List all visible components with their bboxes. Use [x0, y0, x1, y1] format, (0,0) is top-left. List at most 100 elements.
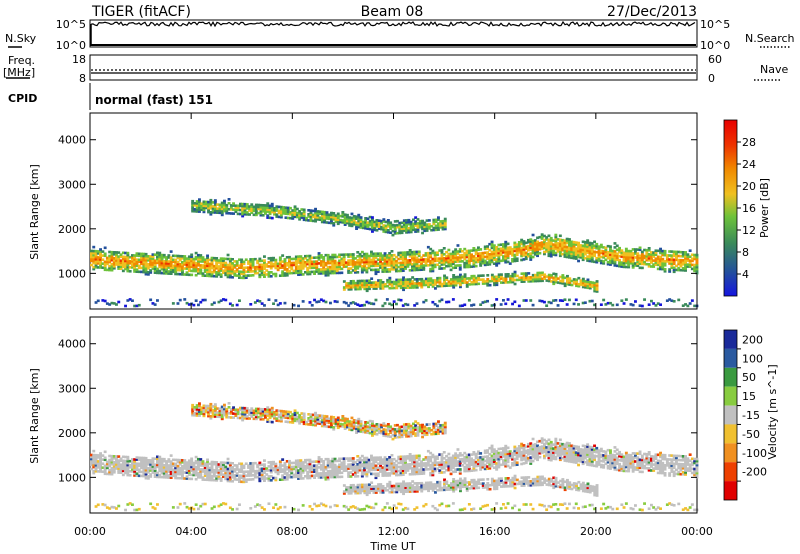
velocity-cell	[504, 450, 508, 454]
power-cell	[425, 225, 429, 228]
velocity-cell	[449, 462, 453, 466]
power-cell	[609, 261, 612, 264]
velocity-cell	[133, 472, 137, 475]
power-cell	[365, 256, 369, 260]
power-cell	[352, 217, 356, 220]
power-cell	[577, 259, 580, 263]
velocity-cell	[140, 474, 143, 478]
power-cell	[679, 258, 683, 262]
power-cb-tick-label: 12	[742, 224, 756, 237]
velocity-cell	[543, 438, 546, 442]
power-cell	[695, 255, 699, 259]
power-cell	[497, 275, 501, 278]
velocity-cell	[256, 463, 260, 467]
power-cell	[511, 280, 515, 284]
velocity-cell	[477, 462, 480, 466]
power-cell	[629, 262, 633, 265]
power-cell	[672, 258, 676, 262]
power-cell	[210, 270, 214, 274]
velocity-cell	[99, 468, 102, 471]
velocity-cell	[199, 476, 203, 479]
power-cell	[490, 254, 494, 258]
velocity-cell	[153, 457, 157, 460]
power-cell	[372, 254, 376, 258]
velocity-cell	[92, 449, 96, 453]
power-cell	[351, 263, 355, 266]
power-cell	[199, 264, 203, 267]
power-cell	[331, 253, 335, 257]
velocity-cell	[206, 466, 209, 470]
power-cell	[440, 261, 444, 264]
velocity-cell	[308, 468, 312, 472]
freq-tick-top: 18	[72, 53, 86, 66]
power-cell	[401, 257, 405, 260]
velocity-cell	[490, 456, 494, 460]
velocity-cell	[540, 445, 544, 448]
power-cell	[695, 263, 699, 267]
power-cell	[115, 263, 118, 266]
velocity-cell	[433, 459, 437, 463]
power-cell	[640, 266, 644, 270]
power-cell	[272, 262, 275, 266]
velocity-cell	[404, 459, 407, 462]
power-cell	[613, 254, 617, 257]
power-cell	[190, 265, 194, 269]
velocity-cell	[372, 458, 376, 462]
power-cell	[260, 273, 264, 277]
power-cell	[686, 259, 690, 262]
velocity-cell	[438, 463, 442, 466]
power-cell	[568, 250, 571, 253]
power-cell	[593, 283, 597, 287]
power-cell	[418, 284, 421, 287]
power-cell	[174, 268, 178, 272]
power-cell	[241, 212, 245, 216]
power-cell	[240, 258, 244, 262]
velocity-cell	[185, 477, 189, 480]
power-cell	[326, 265, 330, 269]
power-cell	[210, 258, 214, 262]
power-cell	[504, 258, 508, 262]
power-cell	[313, 260, 316, 263]
power-cell	[434, 220, 438, 224]
velocity-cell	[545, 442, 549, 445]
velocity-cell	[158, 457, 162, 461]
power-cell	[223, 205, 226, 209]
power-cell	[490, 258, 494, 262]
power-cell	[408, 278, 412, 281]
velocity-cell	[374, 474, 378, 478]
power-cell	[187, 267, 191, 270]
velocity-cell	[426, 449, 430, 453]
power-cell	[259, 211, 263, 215]
power-cell	[231, 304, 234, 307]
power-cell	[169, 264, 173, 267]
velocity-cell	[399, 459, 403, 463]
velocity-cell	[210, 462, 214, 466]
power-cell	[351, 269, 355, 272]
power-cell	[299, 255, 303, 258]
velocity-cell	[110, 470, 114, 474]
velocity-cell	[108, 468, 112, 472]
power-cell	[349, 284, 353, 287]
power-cell	[443, 274, 446, 278]
power-cell	[640, 262, 644, 266]
power-cell	[371, 216, 374, 219]
power-cell	[536, 277, 540, 281]
power-cell	[463, 279, 467, 282]
power-cell	[590, 244, 594, 247]
power-cell	[290, 267, 294, 271]
power-cell	[493, 281, 496, 285]
velocity-cell	[426, 457, 430, 461]
velocity-cell	[556, 454, 560, 457]
power-cell	[615, 256, 619, 260]
power-cell	[588, 282, 592, 286]
velocity-cell	[178, 462, 182, 466]
power-cell	[515, 253, 519, 256]
power-cell	[368, 279, 371, 282]
power-cell	[288, 261, 291, 265]
power-cell	[590, 256, 594, 259]
power-cell	[572, 246, 576, 250]
power-cell	[406, 251, 410, 254]
power-cell	[538, 245, 542, 249]
power-cell	[258, 265, 262, 269]
power-cell	[208, 262, 212, 266]
